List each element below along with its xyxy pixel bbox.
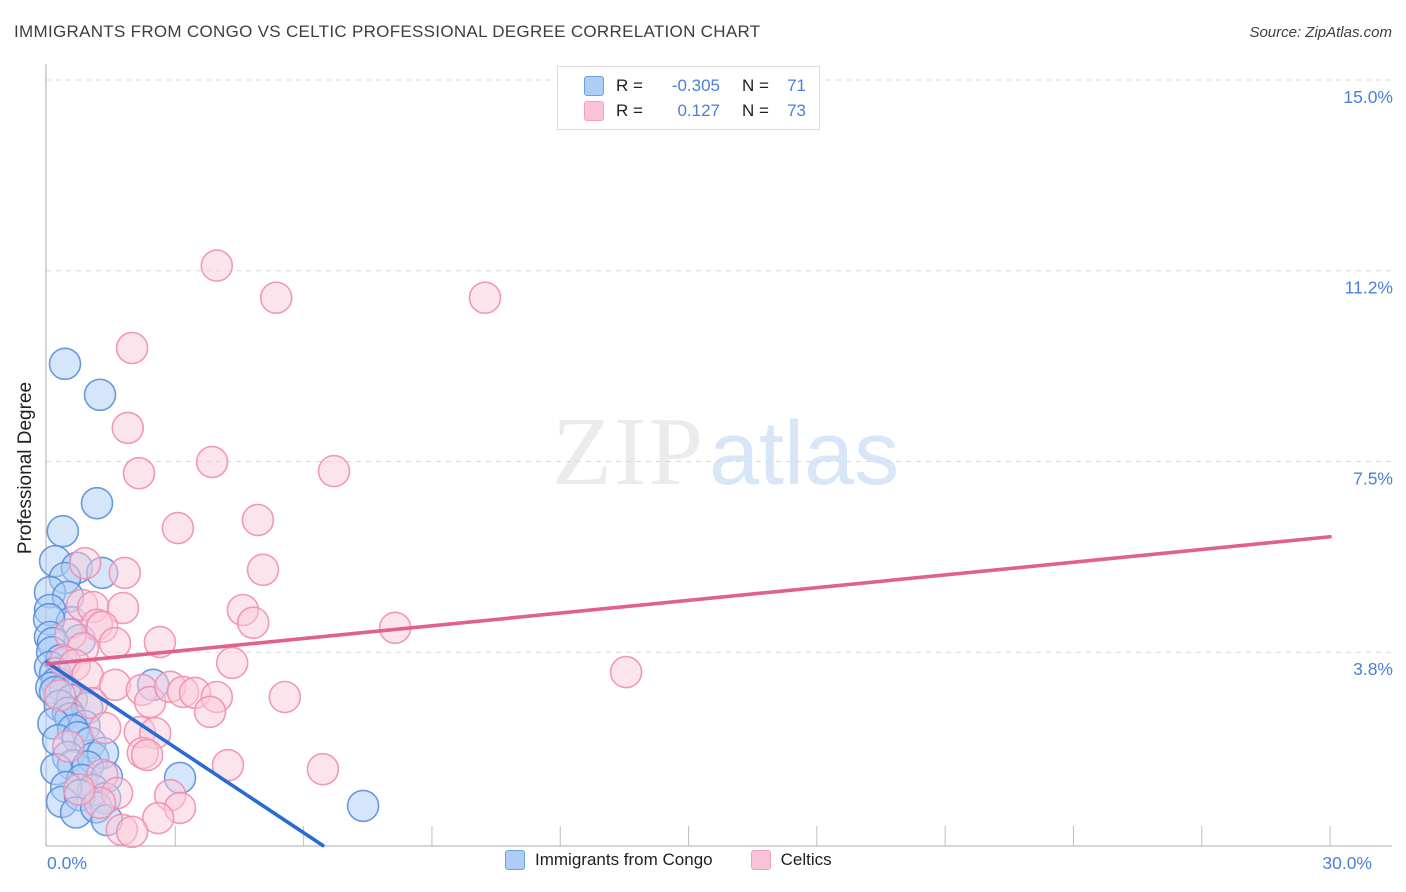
stats-row-celtics: R = 0.127 N = 73 xyxy=(584,100,806,121)
scatter-point-celtics xyxy=(215,646,249,680)
legend-label-congo: Immigrants from Congo xyxy=(535,850,713,869)
scatter-point-celtics xyxy=(62,773,96,806)
series-legend: Immigrants from Congo Celtics xyxy=(505,850,870,870)
legend-label-celtics: Celtics xyxy=(780,850,832,869)
scatter-point-celtics xyxy=(143,625,177,659)
r-label: R = xyxy=(616,75,643,95)
y-tick-label: 15.0% xyxy=(1343,87,1393,107)
n-value-congo: 71 xyxy=(787,75,806,95)
n-value-celtics: 73 xyxy=(787,100,806,120)
scatter-point-celtics xyxy=(236,606,270,640)
trendline-celtics xyxy=(45,534,1332,666)
scatter-point-celtics xyxy=(108,556,142,590)
scatter-point-celtics xyxy=(317,454,351,488)
scatter-point-celtics xyxy=(115,331,149,365)
blue-series-swatch xyxy=(584,75,604,96)
scatter-point-celtics xyxy=(241,503,275,537)
page-title: IMMIGRANTS FROM CONGO VS CELTIC PROFESSI… xyxy=(14,22,761,41)
source-attribution: Source: ZipAtlas.com xyxy=(1249,24,1392,41)
scatter-point-celtics xyxy=(88,711,122,745)
correlation-stats-box: R = -0.305 N = 71 R = 0.127 N = 73 xyxy=(557,66,820,130)
scatter-point-celtics xyxy=(306,752,340,786)
scatter-point-celtics xyxy=(141,801,175,835)
scatter-point-congo xyxy=(46,514,80,548)
r-value-celtics: 0.127 xyxy=(677,100,720,120)
r-value-congo: -0.305 xyxy=(671,75,720,95)
scatter-point-celtics xyxy=(111,411,145,445)
legend-swatch-celtics xyxy=(750,850,771,870)
n-label: N = xyxy=(742,75,769,95)
n-label: N = xyxy=(742,100,769,120)
scatter-point-celtics xyxy=(130,738,164,772)
scatter-point-celtics xyxy=(52,729,85,763)
scatter-point-congo xyxy=(80,486,114,520)
scatter-point-celtics xyxy=(106,591,140,625)
scatter-point-celtics xyxy=(122,456,156,490)
scatter-point-congo xyxy=(83,378,117,412)
scatter-point-celtics xyxy=(71,658,104,692)
scatter-point-celtics xyxy=(193,695,227,729)
r-label: R = xyxy=(616,100,643,120)
scatter-point-celtics xyxy=(98,626,132,660)
scatter-point-celtics xyxy=(68,546,102,580)
scatter-point-celtics xyxy=(195,445,229,479)
y-tick-label: 3.8% xyxy=(1353,659,1393,679)
scatter-point-celtics xyxy=(115,815,149,849)
legend-swatch-congo xyxy=(505,850,525,870)
scatter-point-congo xyxy=(346,789,380,823)
x-max-label: 30.0% xyxy=(1322,853,1372,873)
scatter-point-celtics xyxy=(268,680,302,714)
scatter-point-celtics xyxy=(259,281,293,315)
pink-series-swatch xyxy=(584,100,604,121)
scatter-point-congo xyxy=(48,347,82,381)
x-min-label: 0.0% xyxy=(47,853,87,873)
trendline-congo xyxy=(45,660,325,848)
scatter-point-celtics xyxy=(246,553,280,587)
scatter-point-celtics xyxy=(161,511,195,545)
scatter-point-celtics xyxy=(609,655,643,689)
y-tick-label: 11.2% xyxy=(1345,278,1393,298)
scatter-point-celtics xyxy=(43,679,77,712)
y-axis-title: Professional Degree xyxy=(15,381,36,555)
y-tick-label: 7.5% xyxy=(1353,468,1393,488)
stats-row-congo: R = -0.305 N = 71 xyxy=(584,75,806,96)
scatter-point-celtics xyxy=(468,281,502,315)
scatter-point-celtics xyxy=(200,249,234,282)
